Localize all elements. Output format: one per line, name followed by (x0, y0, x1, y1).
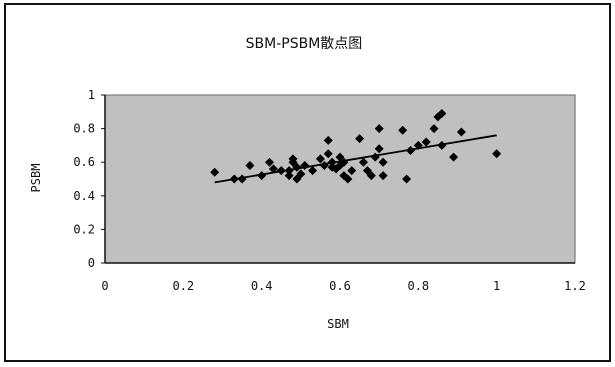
data-point (437, 108, 447, 118)
data-point (374, 124, 384, 134)
data-point (245, 161, 255, 171)
y-tick-label: 0.2 (73, 222, 95, 236)
data-point (359, 157, 368, 167)
x-tick-labels: 0 0.2 0.4 0.6 0.8 1 1.2 (101, 279, 585, 293)
data-point (355, 134, 365, 144)
data-point (343, 174, 353, 184)
data-point (308, 166, 318, 176)
x-tick-label: 0.8 (407, 279, 429, 293)
x-axis-label: SBM (327, 317, 349, 331)
plot-area (104, 94, 576, 264)
data-point (402, 174, 412, 184)
data-point (429, 124, 439, 134)
x-tick-label: 0.2 (172, 279, 194, 293)
data-point (378, 157, 388, 167)
data-point (315, 154, 325, 164)
x-tick-label: 0.6 (329, 279, 351, 293)
y-tick-label: 0.6 (73, 155, 95, 169)
data-points (210, 108, 502, 184)
data-point (374, 144, 384, 154)
x-tick-label: 0.4 (251, 279, 273, 293)
y-tick-label: 0.8 (73, 122, 95, 136)
data-point (323, 149, 333, 159)
trend-line (214, 134, 497, 184)
data-point (398, 125, 408, 135)
chart-title: SBM-PSBM散点图 (246, 36, 363, 52)
y-tick-label: 1 (88, 88, 95, 102)
x-tick-label: 1.2 (564, 279, 586, 293)
data-point (288, 154, 298, 164)
data-point (456, 127, 466, 137)
data-point (284, 171, 294, 181)
y-tick-label: 0.4 (73, 189, 95, 203)
x-tick-label: 1 (493, 279, 500, 293)
data-point (347, 166, 357, 176)
data-point (268, 164, 278, 174)
data-point (437, 140, 447, 150)
data-point (323, 135, 333, 145)
y-tick-label: 0 (88, 256, 95, 270)
data-point (449, 152, 459, 162)
x-tick-label: 0 (101, 279, 108, 293)
data-point (378, 171, 388, 181)
data-point (296, 169, 306, 179)
y-axis-label: PSBM (29, 164, 43, 193)
data-point (265, 157, 274, 167)
data-point (421, 137, 431, 147)
data-point (366, 171, 376, 181)
data-point (210, 167, 220, 177)
y-tick-labels: 0 0.2 0.4 0.6 0.8 1 (73, 88, 105, 270)
data-point (492, 149, 502, 159)
